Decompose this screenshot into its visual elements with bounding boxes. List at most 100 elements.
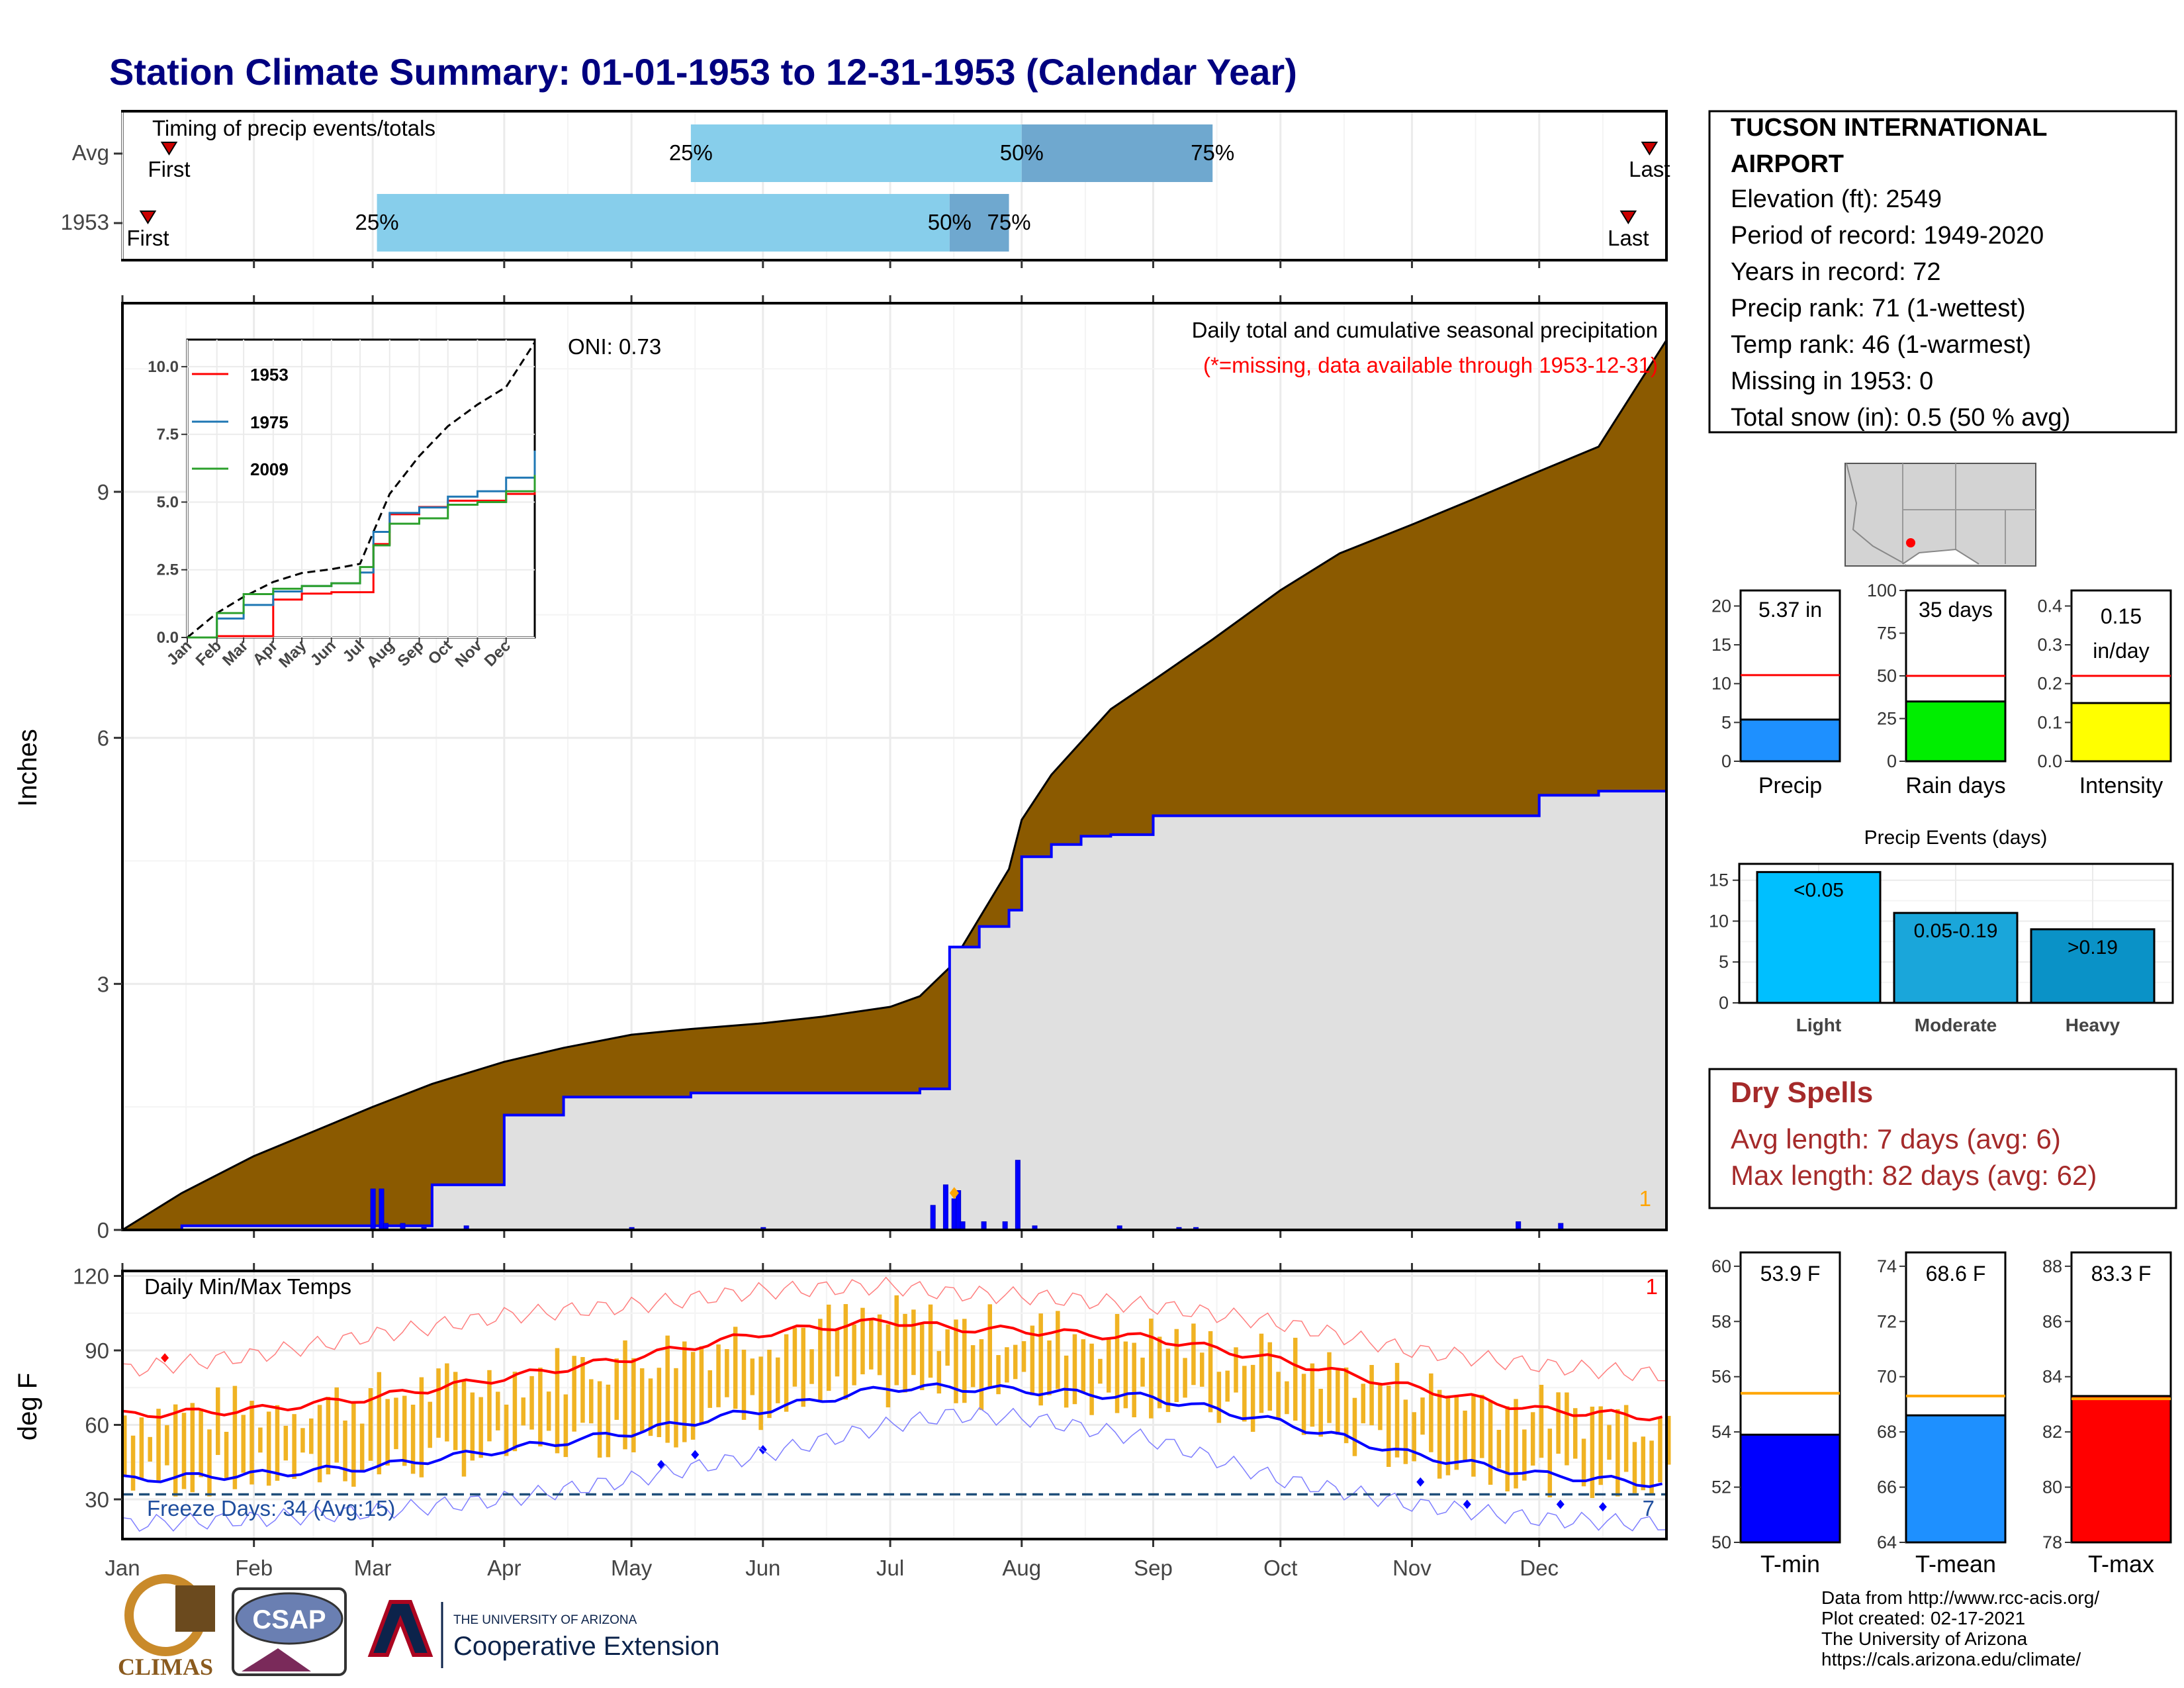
mini-bar-ytick-label: 50 (1877, 666, 1897, 686)
mini-bar-value (2070, 702, 2172, 763)
daily-temp-bar (1547, 1429, 1553, 1498)
daily-temp-bar (292, 1414, 296, 1479)
station-temp-rank: Temp rank: 46 (1-warmest) (1731, 331, 2031, 359)
daily-temp-bar (1157, 1336, 1162, 1409)
temp-bar-ytick-label: 60 (1711, 1256, 1731, 1276)
temp-bar-ytick-label: 84 (2042, 1367, 2062, 1387)
mini-bar-ytick-label: 10 (1711, 674, 1731, 694)
daily-temp-bar (1623, 1405, 1629, 1472)
station-name-line1: TUCSON INTERNATIONAL (1731, 114, 2048, 142)
temp-ytick-label: 90 (85, 1338, 109, 1363)
daily-temp-bar (903, 1313, 907, 1393)
daily-temp-bar (1649, 1440, 1654, 1494)
daily-temp-bar (1336, 1370, 1340, 1435)
daily-temp-bar (1666, 1415, 1671, 1465)
timing-bar-25-50 (690, 124, 1022, 182)
daily-temp-bar (326, 1397, 331, 1475)
month-label: Nov (1392, 1556, 1432, 1580)
daily-temp-bar (436, 1368, 441, 1438)
daily-temp-bar (979, 1339, 984, 1411)
mini-bar-ytick-label: 0.3 (2037, 635, 2062, 655)
events-category-label: Moderate (1915, 1015, 1997, 1035)
daily-temp-bar (1471, 1394, 1476, 1477)
inset-lines (187, 342, 536, 639)
climas-logo-block (175, 1585, 215, 1632)
precip-panel: 0 3 6 9 Inches Daily total and cumulative s… (13, 295, 1668, 1243)
dry-spells-max: Max length: 82 days (avg: 62) (1731, 1160, 2097, 1191)
daily-temp-bar (283, 1425, 289, 1461)
csap-logo-text: CSAP (252, 1605, 326, 1634)
precip-annot-missing: (*=missing, data available through 1953-… (1203, 353, 1658, 377)
temp-bar-ytick-label: 68 (1877, 1422, 1897, 1442)
timing-label-last: Last (1608, 226, 1649, 250)
daily-temp-bar (317, 1405, 322, 1483)
daily-temp-bar (1522, 1429, 1527, 1481)
daily-temp-bar (232, 1385, 238, 1489)
daily-temp-bar (767, 1350, 772, 1419)
timing-label-50: 50% (1000, 140, 1044, 165)
credit-university: The University of Arizona (1821, 1628, 2028, 1649)
mini-bar-ytick-label: 25 (1877, 709, 1897, 729)
daily-temp-bar (1369, 1364, 1374, 1426)
temp-line-record-min (122, 1407, 1667, 1532)
inset-ytick-label: 5.0 (157, 493, 179, 511)
daily-temp-bar (674, 1368, 678, 1448)
daily-temp-bar (852, 1324, 856, 1385)
daily-temp-bar (258, 1427, 263, 1453)
precip-frame (121, 302, 1668, 1231)
daily-temp-bar (521, 1397, 525, 1426)
daily-temp-bar (580, 1357, 585, 1423)
map-mexico (1902, 548, 1979, 565)
daily-temp-bar (453, 1372, 458, 1450)
daily-temp-bar (572, 1356, 576, 1432)
timing-label-75: 75% (987, 210, 1031, 234)
temp-ytick-label: 120 (73, 1264, 109, 1289)
daily-temp-bar (1581, 1438, 1586, 1487)
daily-temp-bar (1301, 1374, 1306, 1435)
daily-temp-bar (563, 1394, 569, 1458)
temp-bar-value (2070, 1395, 2172, 1544)
daily-temp-bar (1208, 1331, 1213, 1413)
daily-temp-bar (1386, 1385, 1391, 1467)
timing-marker-last (1619, 211, 1637, 224)
daily-temp-bar (410, 1405, 416, 1474)
daily-temp-bar (181, 1413, 187, 1489)
daily-temp-bar (1242, 1366, 1247, 1422)
temp-extreme-marker (1556, 1499, 1565, 1509)
daily-temp-bar (122, 1415, 127, 1477)
temp-bar-ytick-label: 82 (2042, 1422, 2062, 1442)
ua-a-icon (367, 1600, 433, 1657)
dry-spells-avg: Avg length: 7 days (avg: 6) (1731, 1123, 2061, 1154)
daily-temp-bar (716, 1344, 721, 1407)
events-bar-label: 0.05-0.19 (1914, 920, 1998, 942)
mini-bar-ytick-label: 15 (1711, 635, 1731, 655)
daily-precip-bar (930, 1205, 936, 1231)
daily-temp-bar (919, 1324, 925, 1391)
dry-spells-title: Dry Spells (1731, 1076, 1873, 1109)
credit-data-source: Data from http://www.rcc-acis.org/ (1821, 1587, 2099, 1608)
timing-title: Timing of precip events/totals (152, 116, 435, 140)
daily-temp-bar (1216, 1372, 1222, 1423)
station-missing: Missing in 1953: 0 (1731, 367, 1933, 395)
daily-temp-bar (886, 1324, 891, 1408)
daily-temp-bar (1310, 1363, 1315, 1427)
daily-temp-bar (1530, 1412, 1535, 1466)
daily-temp-bar (1403, 1399, 1408, 1464)
dry-spells-frame (1708, 1068, 2177, 1209)
mini-bar-ytick-label: 75 (1877, 624, 1897, 643)
daily-temp-bar (801, 1327, 805, 1407)
daily-temp-bar (487, 1370, 492, 1442)
daily-temp-bar (589, 1379, 594, 1424)
timing-label-last: Last (1629, 157, 1670, 181)
temp-extreme-marker (1416, 1477, 1425, 1487)
daily-temp-bar (657, 1368, 662, 1437)
daily-precip-bar (1015, 1160, 1021, 1231)
events-ytick-label: 15 (1709, 870, 1729, 890)
events-bar-light (1756, 870, 1882, 1004)
mini-bar-ytick-label: 0.1 (2037, 712, 2062, 732)
precip-missing-count: 1 (1639, 1186, 1651, 1211)
inset-legend-2009: 2009 (250, 459, 289, 479)
daily-temp-bar (1165, 1348, 1171, 1413)
timing-row-avg-label: Avg (72, 140, 109, 165)
